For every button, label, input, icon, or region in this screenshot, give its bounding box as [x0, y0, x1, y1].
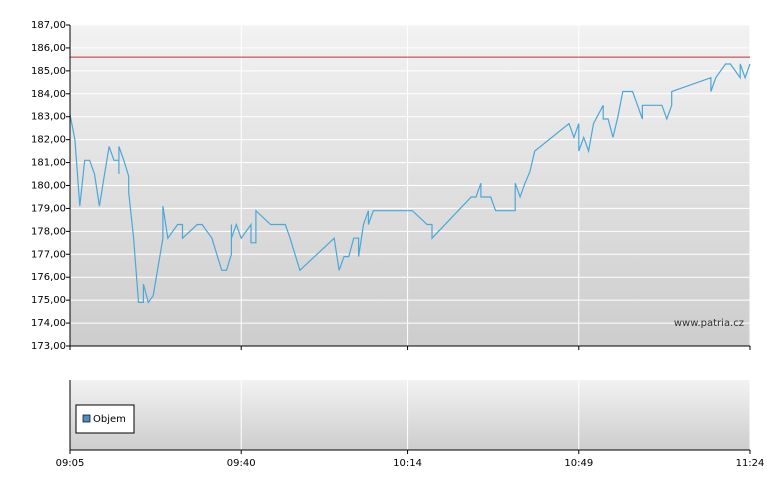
price-line	[69, 63, 751, 304]
x-tick-label: 10:14	[393, 458, 422, 469]
volume-area	[70, 380, 750, 450]
watermark: www.patria.cz	[674, 318, 744, 329]
y-tick-label: 181,00	[31, 158, 66, 169]
y-tick-label: 184,00	[31, 89, 66, 100]
y-tick-label: 175,00	[31, 295, 66, 306]
y-tick-label: 180,00	[31, 181, 66, 192]
x-tick-label: 09:40	[227, 458, 256, 469]
x-tick-label: 10:49	[564, 458, 593, 469]
y-tick-label: 187,00	[31, 20, 66, 31]
y-tick-label: 174,00	[31, 318, 66, 329]
y-tick-label: 177,00	[31, 249, 66, 260]
legend-swatch	[82, 414, 91, 423]
y-tick-label: 179,00	[31, 203, 66, 214]
y-tick-label: 186,00	[31, 43, 66, 54]
y-tick-label: 173,00	[31, 341, 66, 352]
y-tick-label: 178,00	[31, 226, 66, 237]
y-tick-label: 185,00	[31, 66, 66, 77]
y-tick-label: 182,00	[31, 135, 66, 146]
y-tick-label: 183,00	[31, 112, 66, 123]
x-tick-label: 09:05	[56, 458, 85, 469]
x-tick-label: 11:24	[736, 458, 765, 469]
legend-label: Objem	[93, 414, 126, 425]
y-tick-label: 176,00	[31, 272, 66, 283]
